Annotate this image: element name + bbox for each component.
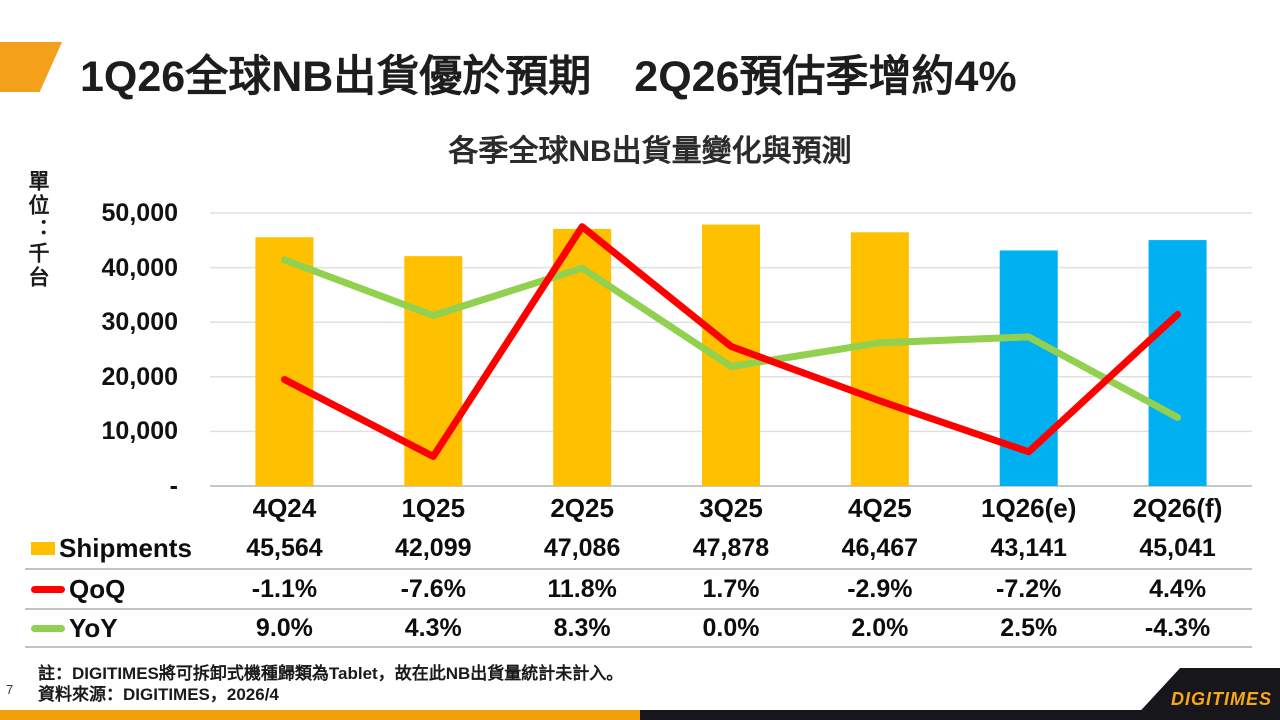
y-axis-unit-label: 單位：千台 xyxy=(26,170,49,290)
table-value-cell: 8.3% xyxy=(553,613,611,642)
table-value-cell: -1.1% xyxy=(251,574,318,603)
table-value-cell: 0.0% xyxy=(702,613,760,642)
x-axis-label: 4Q25 xyxy=(848,492,912,523)
table-value-cell: 4.4% xyxy=(1149,574,1207,603)
slide-title: 1Q26全球NB出貨優於預期 2Q26預估季增約4% xyxy=(80,53,1017,101)
x-axis-label: 3Q25 xyxy=(699,492,763,523)
series-name: Shipments xyxy=(59,532,192,563)
table-value-cell: -2.9% xyxy=(847,574,913,603)
y-axis-tick: 10,000 xyxy=(101,417,178,446)
shipments-bar xyxy=(999,250,1058,486)
digitimes-logo-text: DIGITIMES xyxy=(1170,689,1272,709)
table-value-cell: 42,099 xyxy=(395,533,472,562)
shipments-bar xyxy=(255,237,314,486)
legend-qoq-swatch xyxy=(31,585,65,593)
x-axis-label: 2Q25 xyxy=(550,492,614,523)
table-value-cell: 2.5% xyxy=(1000,613,1058,642)
table-value-cell: 46,467 xyxy=(841,533,919,562)
table-value-cell: 45,041 xyxy=(1139,533,1216,562)
table-value-cell: 43,141 xyxy=(990,533,1067,562)
table-value-cell: 2.0% xyxy=(851,613,909,642)
footnotes: 註：DIGITIMES將可拆卸式機種歸類為Tablet，故在此NB出貨量統計未計… xyxy=(38,663,798,705)
table-row: Shipments 45,564 42,099 47,086 47,878 46,467 4… xyxy=(25,528,1252,568)
table-value-cell: 47,086 xyxy=(543,533,621,562)
y-axis-tick: 50,000 xyxy=(101,199,178,227)
series-label-qoq: QoQ xyxy=(25,574,210,605)
shipments-bar xyxy=(850,232,909,486)
table-value-cell: 9.0% xyxy=(255,613,313,642)
x-axis-label: 1Q26(e) xyxy=(981,492,1077,523)
table-row: YoY 9.0% 4.3% 8.3% 0.0% 2.0% 2.5% -4.3% xyxy=(25,608,1252,648)
shipments-bar xyxy=(553,228,612,486)
series-name: QoQ xyxy=(69,573,126,604)
legend-yoy-swatch xyxy=(31,624,65,632)
table-value-cell: 45,564 xyxy=(246,533,323,562)
page-number: 7 xyxy=(6,682,14,697)
footnote-line-1: 註：DIGITIMES將可拆卸式機種歸類為Tablet，故在此NB出貨量統計未計… xyxy=(38,664,624,683)
footer-bar-orange xyxy=(0,710,640,720)
footnote-line-2: 資料來源：DIGITIMES，2026/4 xyxy=(38,685,279,704)
table-value-cell: 11.8% xyxy=(547,574,617,603)
table-row: QoQ -1.1% -7.6% 11.8% 1.7% -2.9% -7.2% 4.4% xyxy=(25,568,1252,608)
shipments-bar xyxy=(404,256,463,486)
y-axis-tick: 20,000 xyxy=(101,362,178,391)
table-value-cell: 47,878 xyxy=(692,533,770,562)
qoq-line xyxy=(280,223,1182,460)
table-value-cell: -4.3% xyxy=(1144,613,1211,642)
y-axis-tick: 30,000 xyxy=(101,308,178,337)
table-value-cell: -7.6% xyxy=(400,574,466,603)
y-axis-tick: - xyxy=(169,472,178,500)
header-accent-shape xyxy=(0,42,62,92)
table-value-cell: 1.7% xyxy=(702,574,760,603)
table-value-cell: 4.3% xyxy=(404,613,462,642)
data-table: 4Q24 1Q25 2Q25 3Q25 4Q25 1Q26(e) 2Q26(f) Shipme… xyxy=(25,488,1252,648)
legend-shipments-swatch xyxy=(31,541,55,555)
shipments-bar xyxy=(1148,240,1207,486)
x-axis-label: 1Q25 xyxy=(401,492,466,523)
chart-title: 各季全球NB出貨量變化與預測 xyxy=(448,135,852,168)
y-axis-tick: 40,000 xyxy=(101,253,178,282)
table-row: 4Q24 1Q25 2Q25 3Q25 4Q25 1Q26(e) 2Q26(f) xyxy=(25,488,1252,528)
shipments-bar xyxy=(702,224,760,486)
series-label-shipments: Shipments xyxy=(25,533,210,564)
x-axis-label: 4Q24 xyxy=(252,492,317,523)
series-name: YoY xyxy=(69,612,118,643)
x-axis-label: 2Q26(f) xyxy=(1132,492,1223,523)
footer-bar-black xyxy=(640,710,1280,720)
series-label-yoy: YoY xyxy=(25,613,210,644)
yoy-line xyxy=(280,256,1182,421)
table-value-cell: -7.2% xyxy=(996,574,1062,603)
